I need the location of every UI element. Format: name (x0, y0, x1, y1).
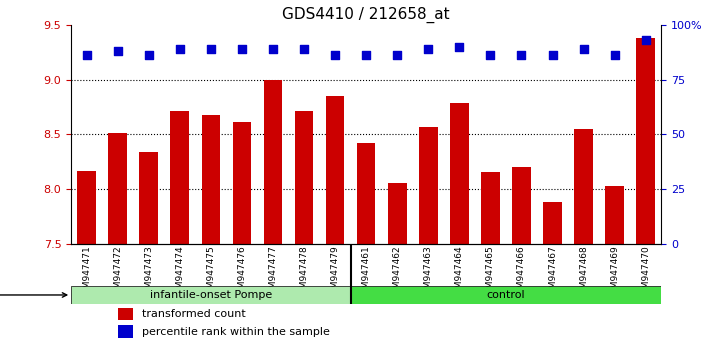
Bar (512, 167, 531, 244)
Point (236, 46, 247, 52)
Text: GSM947478: GSM947478 (299, 245, 309, 300)
Bar (574, 129, 593, 244)
Bar (108, 133, 127, 244)
Text: GSM947461: GSM947461 (362, 245, 370, 300)
Text: control: control (486, 290, 525, 300)
Bar (71, 286, 351, 304)
Point (174, 46, 186, 52)
Text: GSM947463: GSM947463 (424, 245, 433, 300)
Bar (388, 183, 407, 244)
Point (81, 53, 92, 58)
Bar (419, 127, 437, 244)
Text: GSM947467: GSM947467 (548, 245, 557, 300)
Bar (171, 112, 189, 244)
Text: infantile-onset Pompe: infantile-onset Pompe (150, 290, 272, 300)
Point (267, 46, 279, 52)
Point (143, 53, 154, 58)
Text: GSM947469: GSM947469 (610, 245, 619, 300)
Text: GSM947476: GSM947476 (237, 245, 247, 300)
Bar (605, 186, 624, 244)
Point (609, 53, 620, 58)
Bar (326, 96, 344, 244)
Point (515, 53, 527, 58)
Text: GSM947479: GSM947479 (331, 245, 340, 300)
Text: transformed count: transformed count (142, 309, 246, 319)
Text: GSM947473: GSM947473 (144, 245, 154, 300)
Bar (636, 38, 655, 244)
Bar (351, 286, 661, 304)
Text: GSM947472: GSM947472 (113, 245, 122, 300)
Text: GSM947477: GSM947477 (269, 245, 277, 300)
Bar (357, 143, 375, 244)
Bar (139, 152, 158, 244)
Point (392, 53, 403, 58)
Point (640, 37, 651, 43)
Bar (264, 80, 282, 244)
Bar (450, 103, 469, 244)
Text: GSM947466: GSM947466 (517, 245, 526, 300)
Bar (232, 122, 251, 244)
Point (112, 48, 124, 54)
Point (578, 46, 589, 52)
Point (454, 44, 465, 50)
Text: percentile rank within the sample: percentile rank within the sample (142, 327, 330, 337)
Bar (295, 112, 314, 244)
Text: GSM947475: GSM947475 (206, 245, 215, 300)
Title: GDS4410 / 212658_at: GDS4410 / 212658_at (282, 7, 450, 23)
Point (485, 53, 496, 58)
Text: GSM947468: GSM947468 (579, 245, 588, 300)
Point (360, 53, 372, 58)
Text: GSM947465: GSM947465 (486, 245, 495, 300)
Bar (543, 202, 562, 244)
Point (547, 53, 558, 58)
Point (329, 53, 341, 58)
Point (205, 46, 217, 52)
Bar (77, 171, 96, 244)
Text: GSM947474: GSM947474 (176, 245, 184, 300)
Text: disease state: disease state (0, 290, 67, 300)
Bar (118, 325, 133, 338)
Text: GSM947462: GSM947462 (392, 245, 402, 300)
Text: GSM947470: GSM947470 (641, 245, 650, 300)
Bar (481, 172, 500, 244)
Text: GSM947471: GSM947471 (82, 245, 91, 300)
Bar (118, 308, 133, 320)
Point (422, 46, 434, 52)
Text: GSM947464: GSM947464 (455, 245, 464, 300)
Bar (201, 115, 220, 244)
Point (299, 46, 310, 52)
